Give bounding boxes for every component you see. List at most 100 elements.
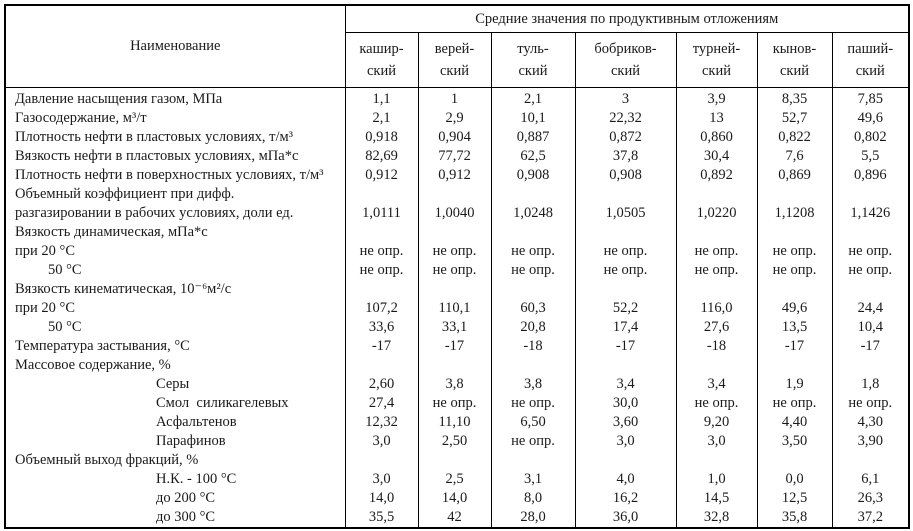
table-row: Объемный выход фракций, % [4,451,910,470]
row-label: 50 °С [4,318,346,337]
row-label: Плотность нефти в поверхностных условиях… [4,166,346,185]
cell-value: 3,0 [675,432,758,451]
row-label: Вязкость кинематическая, 10⁻⁶м²/с [4,280,346,299]
cell-value: не опр. [831,394,910,413]
cell-value: 37,2 [831,508,910,528]
cell-value: 30,0 [574,394,677,413]
cell-value: 4,40 [756,413,833,432]
table-body: Давление насыщения газом, МПа 1,1 1 2,1 3 3,9… [4,87,910,528]
cell-value: -18 [675,337,758,356]
cell-value: 2,50 [417,432,492,451]
cell-value: 2,60 [344,375,419,394]
cell-value [675,185,758,204]
cell-value [417,223,492,242]
table-row: до 200 °С 14,0 14,0 8,0 16,2 14,5 12,5 26,3 [4,489,910,508]
cell-value [344,356,419,375]
table-row: Вязкость нефти в пластовых условиях, мПа… [4,147,910,166]
cell-value: 116,0 [675,299,758,318]
cell-value: -17 [417,337,492,356]
cell-value: 12,32 [344,413,419,432]
cell-value: 1,0220 [675,204,758,223]
cell-value: 3,0 [344,470,419,489]
row-label: до 200 °С [4,489,346,508]
table-header: Наименование Средние значения по продукт… [4,4,910,88]
cell-value: 0,908 [490,166,576,185]
row-label: при 20 °С [4,299,346,318]
cell-value [675,280,758,299]
cell-value: 37,8 [574,147,677,166]
cell-value: 2,5 [417,470,492,489]
cell-value: 3,9 [675,87,758,109]
cell-value: 60,3 [490,299,576,318]
table-row: Вязкость кинематическая, 10⁻⁶м²/с [4,280,910,299]
cell-value: 6,1 [831,470,910,489]
cell-value: не опр. [574,242,677,261]
cell-value: 27,4 [344,394,419,413]
cell-value: 4,30 [831,413,910,432]
cell-value: 3,60 [574,413,677,432]
cell-value: 8,0 [490,489,576,508]
cell-value: 3,90 [831,432,910,451]
cell-value: 1,1 [344,87,419,109]
cell-value: 62,5 [490,147,576,166]
cell-value: 52,2 [574,299,677,318]
cell-value: 12,5 [756,489,833,508]
row-label: 50 °С [4,261,346,280]
cell-value [756,185,833,204]
cell-value: 33,1 [417,318,492,337]
table-row: Давление насыщения газом, МПа 1,1 1 2,1 3 3,9… [4,87,910,109]
cell-value: 22,32 [574,109,677,128]
row-label: Объемный коэффициент при дифф. [4,185,346,204]
cell-value: 3,4 [574,375,677,394]
cell-value [490,451,576,470]
cell-value: 2,9 [417,109,492,128]
cell-value: не опр. [344,261,419,280]
cell-value [831,185,910,204]
cell-value: 6,50 [490,413,576,432]
row-label: Газосодержание, м³/т [4,109,346,128]
cell-value: 13 [675,109,758,128]
cell-value: 3 [574,87,677,109]
group-header-row: Наименование Средние значения по продукт… [4,4,910,88]
cell-value [675,356,758,375]
row-label: Серы [4,375,346,394]
cell-value: -17 [344,337,419,356]
cell-value: не опр. [831,261,910,280]
cell-value [490,185,576,204]
cell-value: 42 [417,508,492,528]
cell-value: 1,1426 [831,204,910,223]
cell-value: 35,8 [756,508,833,528]
cell-value: 77,72 [417,147,492,166]
cell-value: не опр. [756,394,833,413]
table-row: 50 °С 33,6 33,1 20,8 17,4 27,6 13,5 10,4 [4,318,910,337]
cell-value: 3,8 [417,375,492,394]
row-label: Н.К. - 100 °С [4,470,346,489]
cell-value: 28,0 [490,508,576,528]
cell-value: 1,1208 [756,204,833,223]
cell-value: 33,6 [344,318,419,337]
cell-value: 1,0040 [417,204,492,223]
table-row: при 20 °С 107,2 110,1 60,3 52,2 116,0 49,6 24,4 [4,299,910,318]
cell-value: 5,5 [831,147,910,166]
cell-value [344,223,419,242]
row-label: Температура застывания, °С [4,337,346,356]
cell-value [831,280,910,299]
column-names-row: кашир- ский верей- ский туль- ский бобри… [5,32,910,88]
cell-value: -17 [756,337,833,356]
cell-value: 3,0 [574,432,677,451]
cell-value: 1,0 [675,470,758,489]
table-row: Объемный коэффициент при дифф. [4,185,910,204]
cell-value: 110,1 [417,299,492,318]
cell-value [344,280,419,299]
cell-value: 3,4 [675,375,758,394]
cell-value [831,451,910,470]
cell-value: не опр. [756,242,833,261]
cell-value [756,356,833,375]
cell-value: 32,8 [675,508,758,528]
cell-value [831,223,910,242]
cell-value: 1 [417,87,492,109]
cell-value: не опр. [417,261,492,280]
column-header-kynovsky: кынов- ский [756,32,833,88]
cell-value: не опр. [756,261,833,280]
column-header-pashiysky: паший- ский [831,32,910,88]
